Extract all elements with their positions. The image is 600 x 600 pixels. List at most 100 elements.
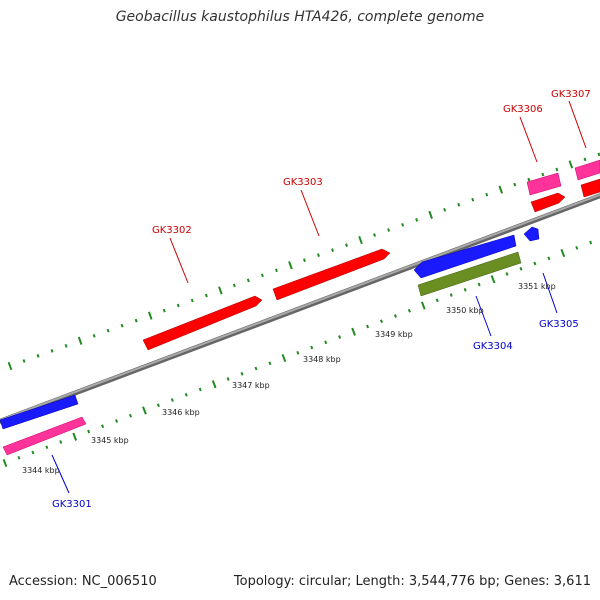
tick-mark-minor <box>541 172 545 177</box>
tick-mark-minor <box>17 455 21 460</box>
gene-block-gk3303[interactable] <box>272 248 391 301</box>
gene-label-gk3306[interactable]: GK3306 <box>503 104 543 115</box>
tick-label: 3345 kbp <box>91 436 129 445</box>
tick-mark-minor <box>302 258 306 263</box>
tick-mark-minor <box>226 377 230 381</box>
genome-backbone-highlight <box>0 193 600 422</box>
tick-mark-minor <box>505 272 509 276</box>
tick-mark-minor <box>92 333 96 338</box>
gene-block-red-edge[interactable] <box>580 178 600 198</box>
tick-mark-minor <box>485 192 489 197</box>
gene-block-blue-reverse[interactable] <box>413 234 517 279</box>
tick-mark-minor <box>547 256 551 261</box>
tick-mark-minor <box>87 429 91 434</box>
tick-mark-minor <box>513 182 517 187</box>
tick-mark-minor <box>373 233 377 237</box>
tick-label: 3351 kbp <box>518 282 556 291</box>
map-title: Geobacillus kaustophilus HTA426, complet… <box>115 9 485 25</box>
tick-label: 3349 kbp <box>375 330 413 339</box>
gene-block-left-blue[interactable] <box>0 394 79 430</box>
gene-block-gk3305[interactable] <box>523 226 540 242</box>
gene-block-gk3304[interactable] <box>417 251 522 297</box>
tick-mark-minor <box>463 287 467 292</box>
tick-mark-minor <box>435 298 439 303</box>
gene-block-red-small[interactable] <box>530 192 566 213</box>
tick-mark-minor <box>128 413 133 418</box>
tick-label: 3350 kbp <box>446 306 484 315</box>
lower-tick-track <box>2 240 593 468</box>
tick-mark-minor <box>527 177 531 182</box>
tick-mark-minor <box>184 392 188 397</box>
tick-mark-major <box>2 458 8 468</box>
tick-mark-minor <box>316 253 320 258</box>
tick-mark-minor <box>240 371 244 376</box>
tick-mark-minor <box>204 293 208 298</box>
tick-mark-minor <box>176 303 180 308</box>
tick-mark-major <box>142 406 147 415</box>
gene-block-gk3301[interactable] <box>2 416 87 456</box>
tick-mark-major <box>211 380 217 389</box>
gene-label-gk3302[interactable]: GK3302 <box>152 225 192 236</box>
tick-mark-minor <box>379 319 384 324</box>
tick-mark-minor <box>50 349 54 353</box>
tick-mark-major <box>490 275 496 284</box>
tick-label: 3346 kbp <box>162 408 200 417</box>
tick-mark-minor <box>22 359 26 363</box>
tick-mark-major <box>351 327 356 336</box>
tick-mark-major <box>288 261 293 270</box>
tick-mark-minor <box>254 366 258 371</box>
genome-summary-text: Topology: circular; Length: 3,544,776 bp… <box>233 574 591 589</box>
gene-block-gk3306[interactable] <box>526 172 562 196</box>
gene-block-gk3302[interactable] <box>142 295 263 351</box>
gene-label-gk3307[interactable]: GK3307 <box>551 89 591 100</box>
tick-mark-minor <box>519 266 523 271</box>
tick-mark-minor <box>31 450 35 455</box>
gene-block-gk3307[interactable] <box>574 159 600 181</box>
tick-mark-minor <box>134 318 138 323</box>
tick-mark-minor <box>36 354 40 358</box>
gene-label-gk3301[interactable]: GK3301 <box>52 499 92 510</box>
tick-mark-minor <box>64 343 68 348</box>
tick-mark-minor <box>156 403 160 408</box>
gene-labels: GK3301 GK3302 GK3303 GK3304 GK3305 GK330… <box>51 89 591 510</box>
tick-mark-minor <box>477 282 481 287</box>
gene-label-gk3304[interactable]: GK3304 <box>473 341 513 352</box>
tick-mark-major <box>218 286 223 295</box>
tick-label: 3344 kbp <box>22 466 60 475</box>
tick-mark-major <box>72 432 78 441</box>
tick-mark-major <box>420 301 426 310</box>
tick-mark-major <box>568 160 574 169</box>
gene-label-gk3305[interactable]: GK3305 <box>539 319 579 330</box>
tick-mark-minor <box>393 314 397 318</box>
tick-mark-minor <box>198 387 202 392</box>
tick-mark-minor <box>401 223 405 227</box>
tick-mark-minor <box>575 245 579 250</box>
tick-mark-minor <box>232 283 236 288</box>
tick-mark-major <box>77 336 83 345</box>
tick-mark-minor <box>338 335 342 339</box>
tick-mark-minor <box>190 298 194 303</box>
tick-mark-major <box>560 248 566 258</box>
tick-mark-minor <box>366 324 370 329</box>
tick-mark-minor <box>268 361 272 366</box>
accession-text: Accession: NC_006510 <box>9 574 157 589</box>
tick-mark-minor <box>162 308 166 313</box>
tick-mark-major <box>358 235 363 245</box>
tick-mark-major <box>498 185 504 194</box>
tick-mark-minor <box>115 419 119 423</box>
tick-mark-minor <box>274 268 278 273</box>
tick-mark-minor <box>59 440 63 444</box>
tick-mark-minor <box>533 261 537 266</box>
tick-mark-minor <box>101 424 105 429</box>
tick-mark-minor <box>471 197 475 202</box>
tick-label: 3347 kbp <box>232 381 270 390</box>
gene-label-gk3303[interactable]: GK3303 <box>283 177 323 188</box>
tick-mark-major <box>281 353 287 363</box>
tick-mark-minor <box>415 218 419 222</box>
tick-mark-major <box>147 311 153 320</box>
tick-mark-minor <box>589 240 593 245</box>
tick-mark-minor <box>407 308 411 313</box>
tick-mark-minor <box>246 278 250 283</box>
tick-mark-minor <box>331 248 335 252</box>
